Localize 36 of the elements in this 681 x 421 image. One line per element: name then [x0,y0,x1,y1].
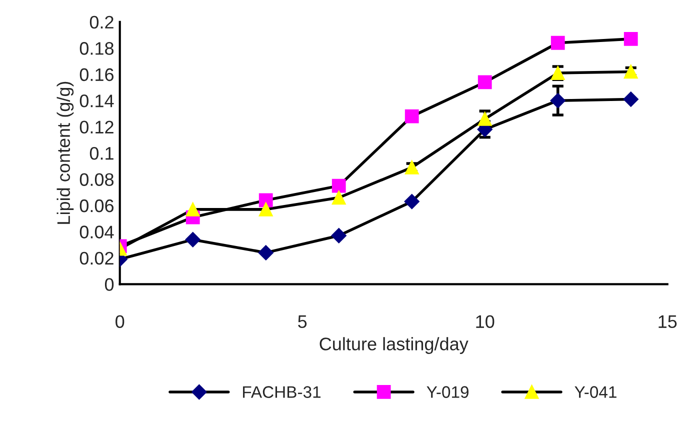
point [332,178,346,193]
y-axis-title: Lipid content (g/g) [56,82,74,224]
point [331,228,346,244]
point [332,190,346,205]
y-tick-label: 0.16 [80,68,114,82]
point [258,202,273,216]
y-tick-label: 0.12 [80,120,114,134]
legend-label: Y-019 [426,386,468,398]
legend-label: Y-041 [574,386,616,398]
y-tick-label: 0 [104,278,114,291]
y-tick-label: 0.18 [80,42,114,55]
x-tick-label: 15 [658,315,677,328]
y-tick-label: 0.02 [80,252,114,265]
point [404,109,419,124]
point [550,93,566,108]
point [623,92,638,107]
y-tick-label: 0.08 [80,173,114,186]
x-tick-label: 0 [116,315,124,328]
point [258,245,274,260]
legend-label: FACHB-31 [243,386,321,398]
y-tick-label: 0.04 [80,226,114,238]
y-tick-label: 0.1 [90,146,114,160]
point [550,36,565,50]
x-tick-label: 5 [298,315,307,328]
y-tick-label: 0.2 [90,16,114,29]
x-axis-title: Culture lasting/day [320,337,468,354]
y-tick-label: 0.14 [80,94,114,108]
point [186,202,200,216]
point [258,193,273,208]
x-tick-label: 10 [476,315,494,328]
point [478,75,492,90]
point [185,232,200,248]
point [478,112,492,126]
y-tick-label: 0.06 [80,199,114,212]
point [404,194,420,210]
point [624,32,638,46]
